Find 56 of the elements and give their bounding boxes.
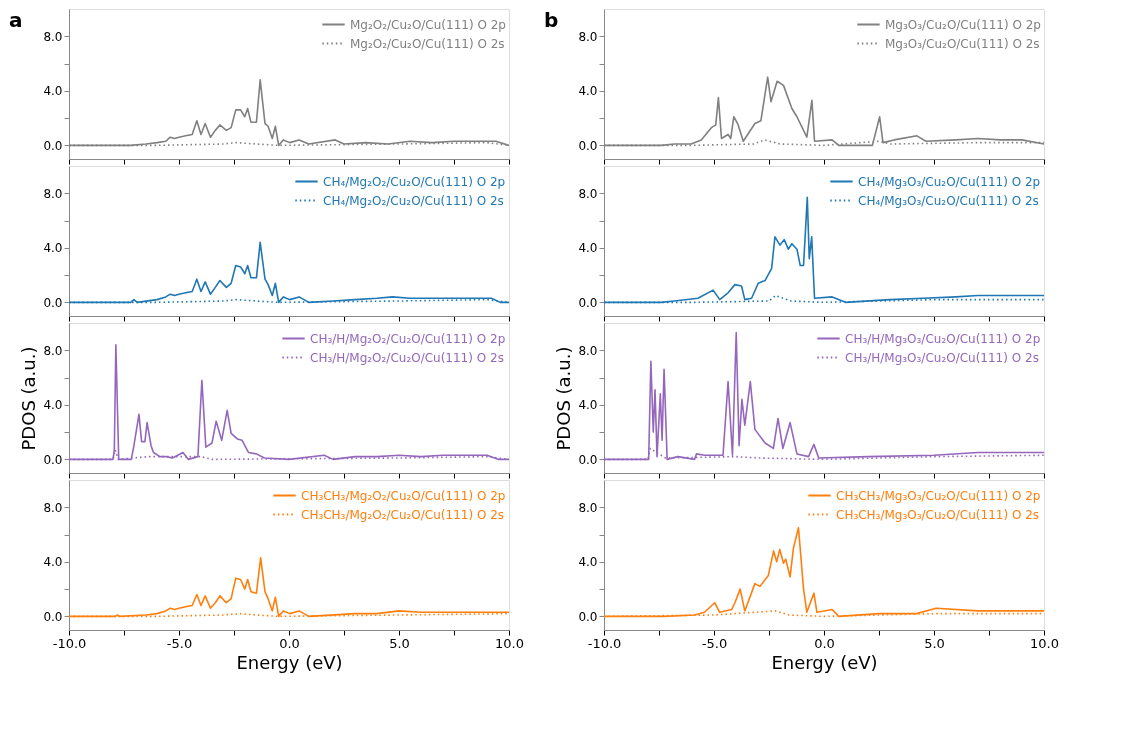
y-tick-label: 0.0 <box>43 295 63 310</box>
x-tick-label: -10.0 <box>587 635 622 651</box>
x-axis-title: Energy (eV) <box>236 651 343 673</box>
legend-label: CH₃CH₃/Mg₂O₂/Cu₂O/Cu(111) O 2p <box>301 488 506 503</box>
legend-label: CH₃/H/Mg₃O₃/Cu₂O/Cu(111) O 2s <box>845 350 1039 365</box>
x-axis-title: Energy (eV) <box>771 651 878 673</box>
legend-label: CH₄/Mg₂O₂/Cu₂O/Cu(111) O 2s <box>323 193 504 208</box>
y-tick-label: 4.0 <box>578 555 598 570</box>
x-tick-label: 0.0 <box>279 635 300 651</box>
x-tick-label: 10.0 <box>495 635 524 651</box>
y-tick-label: 8.0 <box>578 500 598 515</box>
x-tick-label: 10.0 <box>1030 635 1059 651</box>
y-tick-label: 0.0 <box>43 609 63 624</box>
y-tick-label: 0.0 <box>578 452 598 467</box>
y-tick-label: 0.0 <box>43 138 63 153</box>
x-tick-label: 5.0 <box>389 635 410 651</box>
x-tick-label: -5.0 <box>166 635 193 651</box>
y-tick-label: 4.0 <box>43 555 63 570</box>
legend-label: Mg₃O₃/Cu₂O/Cu(111) O 2p <box>885 17 1041 32</box>
y-tick-label: 4.0 <box>578 84 598 99</box>
y-tick-label: 8.0 <box>578 343 598 358</box>
legend-label: CH₃CH₃/Mg₃O₃/Cu₂O/Cu(111) O 2s <box>836 507 1040 522</box>
y-axis-title: PDOS (a.u.) <box>18 346 40 451</box>
legend-label: Mg₃O₃/Cu₂O/Cu(111) O 2s <box>885 36 1040 51</box>
y-tick-label: 4.0 <box>578 398 598 413</box>
y-tick-label: 4.0 <box>43 241 63 256</box>
y-tick-label: 8.0 <box>578 29 598 44</box>
x-tick-label: 5.0 <box>924 635 945 651</box>
y-tick-label: 8.0 <box>578 186 598 201</box>
y-tick-label: 4.0 <box>43 398 63 413</box>
legend-label: CH₃/H/Mg₃O₃/Cu₂O/Cu(111) O 2p <box>845 331 1041 346</box>
y-tick-label: 0.0 <box>578 138 598 153</box>
y-tick-label: 8.0 <box>43 186 63 201</box>
text: b <box>544 8 559 32</box>
y-tick-label: 8.0 <box>43 500 63 515</box>
legend-label: CH₄/Mg₃O₃/Cu₂O/Cu(111) O 2s <box>858 193 1039 208</box>
y-tick-label: 8.0 <box>43 343 63 358</box>
legend-label: Mg₂O₂/Cu₂O/Cu(111) O 2p <box>350 17 506 32</box>
y-tick-label: 8.0 <box>43 29 63 44</box>
legend-label: CH₃/H/Mg₂O₂/Cu₂O/Cu(111) O 2s <box>310 350 504 365</box>
legend-label: CH₃/H/Mg₂O₂/Cu₂O/Cu(111) O 2p <box>310 331 506 346</box>
text: a <box>9 8 23 32</box>
y-tick-label: 4.0 <box>578 241 598 256</box>
x-tick-label: -10.0 <box>52 635 87 651</box>
x-tick-label: 0.0 <box>814 635 835 651</box>
legend-label: CH₄/Mg₂O₂/Cu₂O/Cu(111) O 2p <box>323 174 506 189</box>
legend-label: CH₄/Mg₃O₃/Cu₂O/Cu(111) O 2p <box>858 174 1041 189</box>
legend-label: CH₃CH₃/Mg₃O₃/Cu₂O/Cu(111) O 2p <box>836 488 1041 503</box>
legend-label: Mg₂O₂/Cu₂O/Cu(111) O 2s <box>350 36 505 51</box>
y-tick-label: 0.0 <box>578 609 598 624</box>
legend-label: CH₃CH₃/Mg₂O₂/Cu₂O/Cu(111) O 2s <box>301 507 505 522</box>
x-tick-label: -5.0 <box>701 635 728 651</box>
y-axis-title: PDOS (a.u.) <box>553 346 575 451</box>
y-tick-label: 0.0 <box>43 452 63 467</box>
y-tick-label: 0.0 <box>578 295 598 310</box>
y-tick-label: 4.0 <box>43 84 63 99</box>
